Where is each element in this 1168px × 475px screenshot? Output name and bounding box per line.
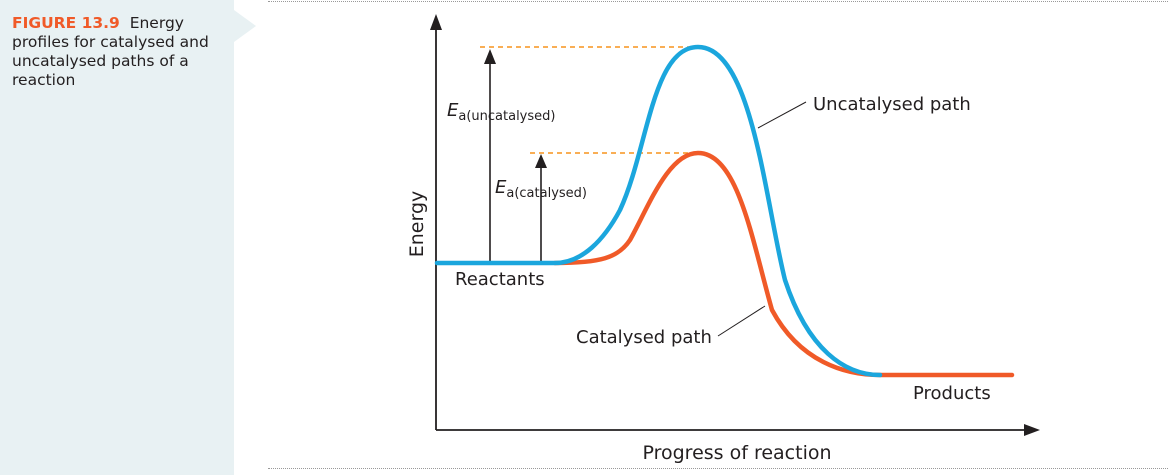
ea-catalysed-subscript: a(catalysed) (506, 186, 587, 201)
figure-caption-text: Energy profiles for catalysed and uncata… (12, 14, 209, 89)
ea-uncatalysed-subscript: a(uncatalysed) (458, 109, 555, 124)
bottom-rule (268, 468, 1168, 469)
ea-catalysed-symbol: E (495, 177, 507, 198)
products-label: Products (913, 383, 991, 404)
uncatalysed-leader-line (757, 101, 807, 129)
ea-uncatalysed-label: Ea(uncatalysed) (447, 100, 555, 124)
uncatalysed-path-curve (434, 44, 883, 378)
y-axis-label: Energy (406, 191, 428, 258)
x-axis-arrowhead (1024, 424, 1040, 436)
figure-caption: FIGURE 13.9 Energy profiles for catalyse… (12, 14, 226, 90)
ea-catalysed-arrowhead (535, 154, 547, 168)
catalysed-path-label: Catalysed path (576, 327, 712, 348)
y-axis-arrowhead (430, 14, 442, 30)
ea-catalysed-label: Ea(catalysed) (495, 177, 587, 201)
uncatalysed-path-label: Uncatalysed path (813, 94, 971, 115)
x-axis-label: Progress of reaction (642, 442, 831, 464)
ea-uncatalysed-symbol: E (447, 100, 459, 121)
ea-uncatalysed-arrowhead (484, 49, 496, 64)
figure-number: FIGURE 13.9 (12, 14, 120, 32)
catalysed-path-curve (552, 150, 1015, 378)
caption-pointer (234, 10, 256, 42)
catalysed-leader-line (717, 305, 766, 337)
reactants-label: Reactants (455, 269, 545, 290)
caption-panel (0, 0, 234, 475)
top-rule (268, 1, 1168, 2)
